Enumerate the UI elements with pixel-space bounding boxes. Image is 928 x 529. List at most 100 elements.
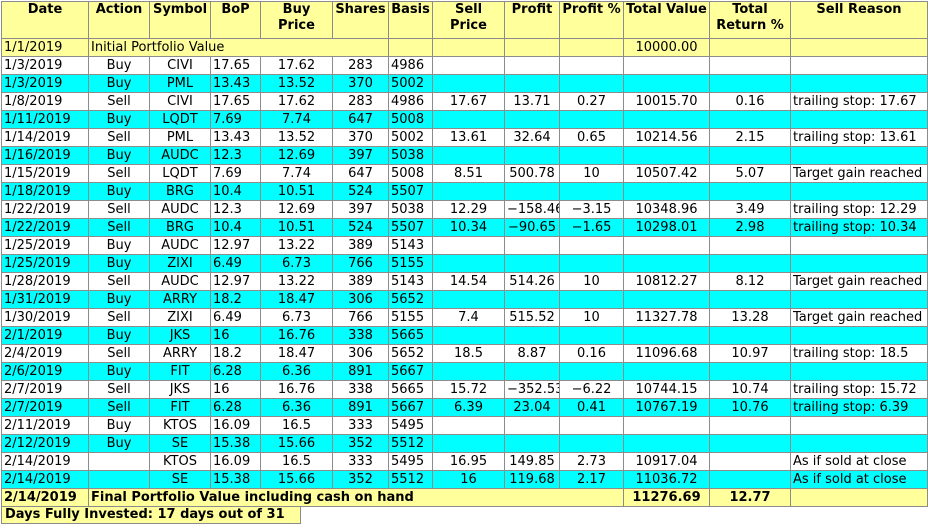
cell-total-value: 10298.01	[623, 218, 710, 237]
cell-sell-price	[432, 236, 505, 255]
cell-symbol: KTOS	[149, 416, 211, 435]
cell-profit	[504, 110, 560, 129]
header-buy-price: Buy Price	[260, 1, 333, 39]
cell-buy-price: 12.69	[260, 200, 333, 219]
cell-sell-reason: trailing stop: 17.67	[790, 92, 928, 111]
cell-total-return	[709, 74, 791, 93]
cell-buy-price: 7.74	[260, 110, 333, 129]
empty-cell	[790, 488, 928, 507]
cell-bop: 7.69	[210, 110, 261, 129]
cell-profit-pct: 0.41	[559, 398, 624, 417]
cell-bop: 13.43	[210, 74, 261, 93]
cell-total-return: 13.28	[709, 308, 791, 327]
cell-shares: 766	[332, 308, 389, 327]
cell-sell-reason	[790, 290, 928, 309]
cell-profit-pct	[559, 290, 624, 309]
cell-shares: 283	[332, 92, 389, 111]
table-row: 1/22/2019 Sell BRG 10.4 10.51 524 5507 10.34 −90…	[1, 218, 928, 237]
cell-basis: 5038	[388, 200, 433, 219]
cell-total-return: 3.49	[709, 200, 791, 219]
cell-buy-price: 17.62	[260, 56, 333, 75]
cell-total-value: 11327.78	[623, 308, 710, 327]
cell-symbol: CIVI	[149, 92, 211, 111]
cell-profit	[504, 326, 560, 345]
cell-date: 1/11/2019	[1, 110, 89, 129]
final-total-value: 11276.69	[623, 488, 710, 507]
cell-total-return	[709, 182, 791, 201]
cell-total-value: 10812.27	[623, 272, 710, 291]
cell-bop: 16	[210, 326, 261, 345]
cell-profit: 149.85	[504, 452, 560, 471]
table-row: 2/12/2019 Buy SE 15.38 15.66 352 5512	[1, 434, 928, 453]
cell-sell-price	[432, 146, 505, 165]
table-row: 1/25/2019 Buy AUDC 12.97 13.22 389 5143	[1, 236, 928, 255]
cell-total-value	[623, 182, 710, 201]
cell-action: Sell	[88, 200, 150, 219]
cell-shares: 370	[332, 128, 389, 147]
table-row: 1/18/2019 Buy BRG 10.4 10.51 524 5507	[1, 182, 928, 201]
cell-symbol: SE	[149, 434, 211, 453]
cell-action: Buy	[88, 290, 150, 309]
cell-profit	[504, 236, 560, 255]
table-row: 2/14/2019 SE 15.38 15.66 352 5512 16 119.68 2.17…	[1, 470, 928, 489]
cell-bop: 16.09	[210, 416, 261, 435]
table-row: 1/15/2019 Sell LQDT 7.69 7.74 647 5008 8.51 500.…	[1, 164, 928, 183]
cell-date: 1/30/2019	[1, 308, 89, 327]
cell-total-return: 5.07	[709, 164, 791, 183]
cell-profit-pct: 10	[559, 308, 624, 327]
cell-symbol: AUDC	[149, 272, 211, 291]
cell-profit: −90.65	[504, 218, 560, 237]
empty-cell	[504, 38, 560, 57]
cell-total-return	[709, 146, 791, 165]
cell-date: 1/31/2019	[1, 290, 89, 309]
cell-symbol: AUDC	[149, 200, 211, 219]
cell-profit	[504, 254, 560, 273]
cell-sell-reason: Target gain reached	[790, 308, 928, 327]
cell-shares: 647	[332, 110, 389, 129]
cell-action: Buy	[88, 434, 150, 453]
cell-date: 1/14/2019	[1, 128, 89, 147]
cell-action: Buy	[88, 56, 150, 75]
cell-buy-price: 12.69	[260, 146, 333, 165]
cell-action	[88, 452, 150, 471]
cell-buy-price: 6.73	[260, 254, 333, 273]
cell-basis: 5008	[388, 110, 433, 129]
header-total-return: Total Return %	[709, 1, 791, 39]
cell-shares: 333	[332, 452, 389, 471]
cell-date: 1/15/2019	[1, 164, 89, 183]
cell-action: Sell	[88, 164, 150, 183]
cell-sell-price: 15.72	[432, 380, 505, 399]
cell-profit-pct: −6.22	[559, 380, 624, 399]
table-row: 1/3/2019 Buy CIVI 17.65 17.62 283 4986	[1, 56, 928, 75]
cell-profit: 8.87	[504, 344, 560, 363]
cell-symbol: PML	[149, 74, 211, 93]
cell-date: 1/22/2019	[1, 200, 89, 219]
cell-profit-pct	[559, 182, 624, 201]
cell-shares: 352	[332, 470, 389, 489]
cell-basis: 5155	[388, 254, 433, 273]
cell-profit-pct	[559, 146, 624, 165]
cell-buy-price: 10.51	[260, 182, 333, 201]
cell-profit	[504, 56, 560, 75]
table-row: 1/3/2019 Buy PML 13.43 13.52 370 5002	[1, 74, 928, 93]
cell-sell-reason: trailing stop: 12.29	[790, 200, 928, 219]
cell-sell-reason: trailing stop: 10.34	[790, 218, 928, 237]
header-sell-price: Sell Price	[432, 1, 505, 39]
cell-action: Buy	[88, 362, 150, 381]
cell-action: Buy	[88, 236, 150, 255]
cell-profit-pct: 0.16	[559, 344, 624, 363]
cell-sell-price	[432, 56, 505, 75]
cell-basis: 5667	[388, 362, 433, 381]
cell-basis: 5143	[388, 272, 433, 291]
table-row: 1/11/2019 Buy LQDT 7.69 7.74 647 5008	[1, 110, 928, 129]
cell-profit-pct: 10	[559, 272, 624, 291]
cell-date: 1/3/2019	[1, 56, 89, 75]
days-invested-footer: Days Fully Invested: 17 days out of 31	[1, 507, 301, 524]
cell-total-value: 10507.42	[623, 164, 710, 183]
cell-sell-reason	[790, 110, 928, 129]
cell-total-value	[623, 74, 710, 93]
cell-action: Sell	[88, 398, 150, 417]
cell-buy-price: 16.5	[260, 452, 333, 471]
empty-cell	[388, 38, 433, 57]
cell-buy-price: 15.66	[260, 470, 333, 489]
